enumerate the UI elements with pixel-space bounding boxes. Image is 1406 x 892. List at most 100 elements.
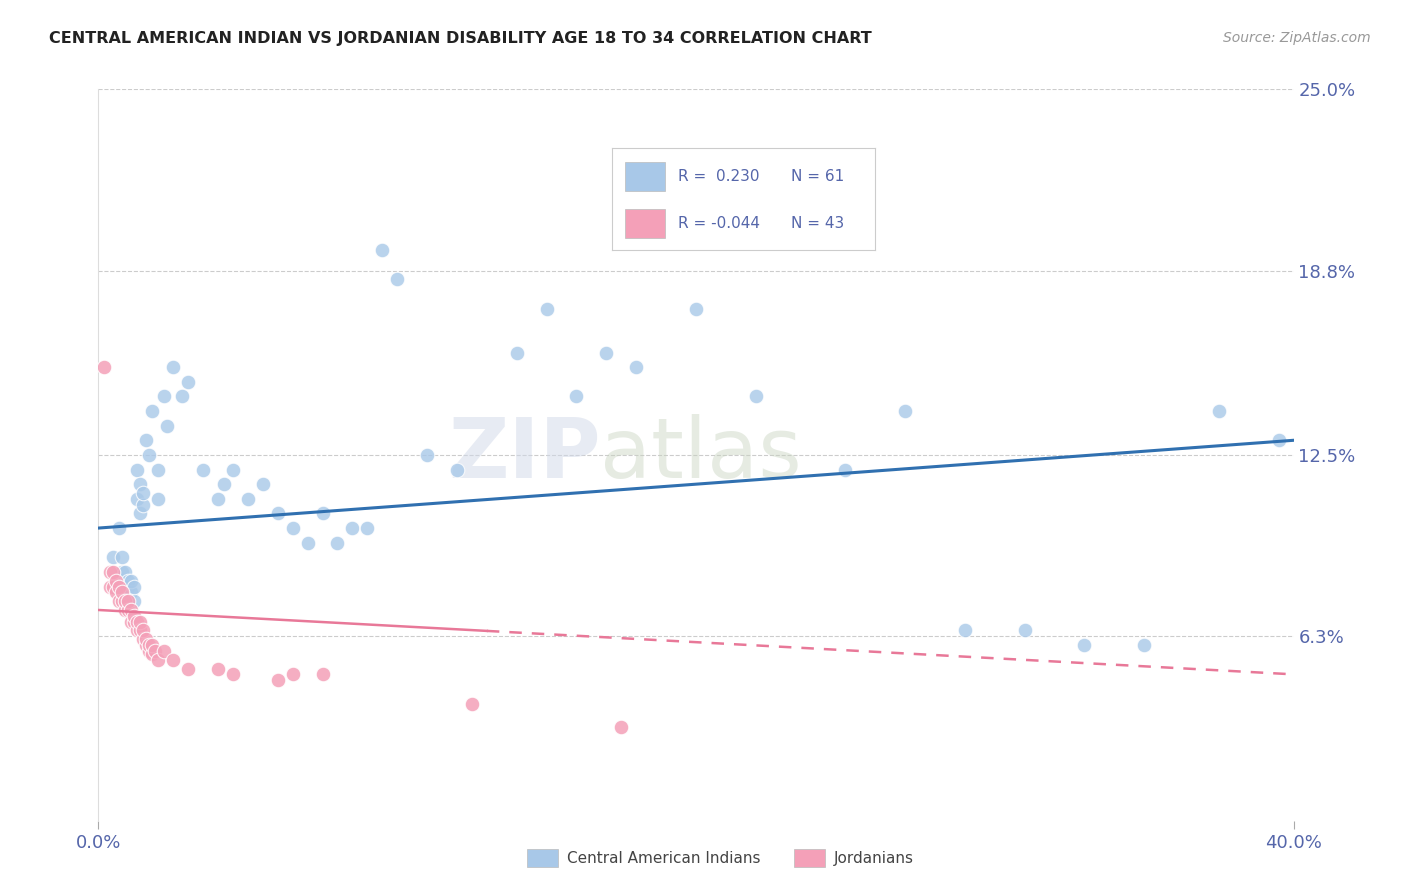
Point <box>127 615 149 629</box>
Point <box>132 486 155 500</box>
Point <box>103 580 125 594</box>
Point <box>129 507 152 521</box>
Point <box>1267 434 1289 448</box>
Point <box>953 624 976 638</box>
Point <box>117 603 139 617</box>
Point <box>111 565 134 579</box>
Point <box>127 462 149 476</box>
Point <box>135 632 157 647</box>
Point <box>111 585 134 599</box>
Point <box>98 565 122 579</box>
Point <box>1014 624 1036 638</box>
Point <box>148 491 170 506</box>
Point <box>117 574 139 588</box>
Point <box>135 434 157 448</box>
Point <box>138 644 160 658</box>
Point <box>153 644 176 658</box>
Point <box>120 574 142 588</box>
Point <box>212 477 235 491</box>
Point <box>117 580 139 594</box>
Point <box>124 580 146 594</box>
Point <box>281 667 304 681</box>
Point <box>117 594 139 608</box>
Point <box>111 550 134 565</box>
Point <box>297 535 319 549</box>
Point <box>172 389 194 403</box>
Point <box>141 404 163 418</box>
Point <box>311 667 333 681</box>
Point <box>108 521 131 535</box>
Point <box>124 594 146 608</box>
Point <box>129 477 152 491</box>
Point <box>132 632 155 647</box>
Point <box>103 550 125 565</box>
Text: CENTRAL AMERICAN INDIAN VS JORDANIAN DISABILITY AGE 18 TO 34 CORRELATION CHART: CENTRAL AMERICAN INDIAN VS JORDANIAN DIS… <box>49 31 872 46</box>
Point <box>281 521 304 535</box>
Point <box>267 673 290 688</box>
Point <box>103 565 125 579</box>
Point <box>1073 638 1095 652</box>
Point <box>114 565 136 579</box>
Text: Jordanians: Jordanians <box>834 851 914 865</box>
Point <box>416 448 439 462</box>
Point <box>124 608 146 623</box>
Point <box>222 462 245 476</box>
Point <box>565 389 588 403</box>
Point <box>127 491 149 506</box>
Point <box>108 580 131 594</box>
Point <box>153 389 176 403</box>
Point <box>894 404 917 418</box>
Point <box>135 638 157 652</box>
Text: atlas: atlas <box>600 415 801 495</box>
Point <box>311 507 333 521</box>
Point <box>222 667 245 681</box>
Point <box>105 585 128 599</box>
Point <box>685 301 707 316</box>
Point <box>177 661 200 675</box>
Point <box>156 418 179 433</box>
Point <box>385 272 409 286</box>
Point <box>129 624 152 638</box>
Point <box>93 360 115 375</box>
Point <box>141 638 163 652</box>
Point <box>132 498 155 512</box>
Point <box>162 653 184 667</box>
Point <box>120 603 142 617</box>
Point <box>111 594 134 608</box>
Point <box>120 615 142 629</box>
Point <box>207 661 229 675</box>
Point <box>138 448 160 462</box>
Point <box>108 594 131 608</box>
Point <box>132 624 155 638</box>
Point <box>124 615 146 629</box>
Point <box>610 720 633 734</box>
Text: Source: ZipAtlas.com: Source: ZipAtlas.com <box>1223 31 1371 45</box>
Point <box>98 580 122 594</box>
Point <box>356 521 378 535</box>
Point <box>236 491 259 506</box>
Point <box>114 580 136 594</box>
Point <box>138 638 160 652</box>
Point <box>177 375 200 389</box>
Point <box>1208 404 1230 418</box>
Point <box>536 301 558 316</box>
Point <box>506 345 529 359</box>
Point <box>371 243 394 257</box>
Text: ZIP: ZIP <box>449 415 600 495</box>
Point <box>626 360 648 375</box>
Point <box>446 462 468 476</box>
Point <box>105 574 128 588</box>
Text: Central American Indians: Central American Indians <box>567 851 761 865</box>
Point <box>114 603 136 617</box>
Point <box>1133 638 1156 652</box>
Point <box>326 535 349 549</box>
Point <box>342 521 364 535</box>
Point <box>129 615 152 629</box>
Point <box>120 585 142 599</box>
Point <box>148 653 170 667</box>
Point <box>114 594 136 608</box>
Point <box>148 462 170 476</box>
Point <box>141 647 163 661</box>
Point <box>461 697 484 711</box>
Point <box>162 360 184 375</box>
